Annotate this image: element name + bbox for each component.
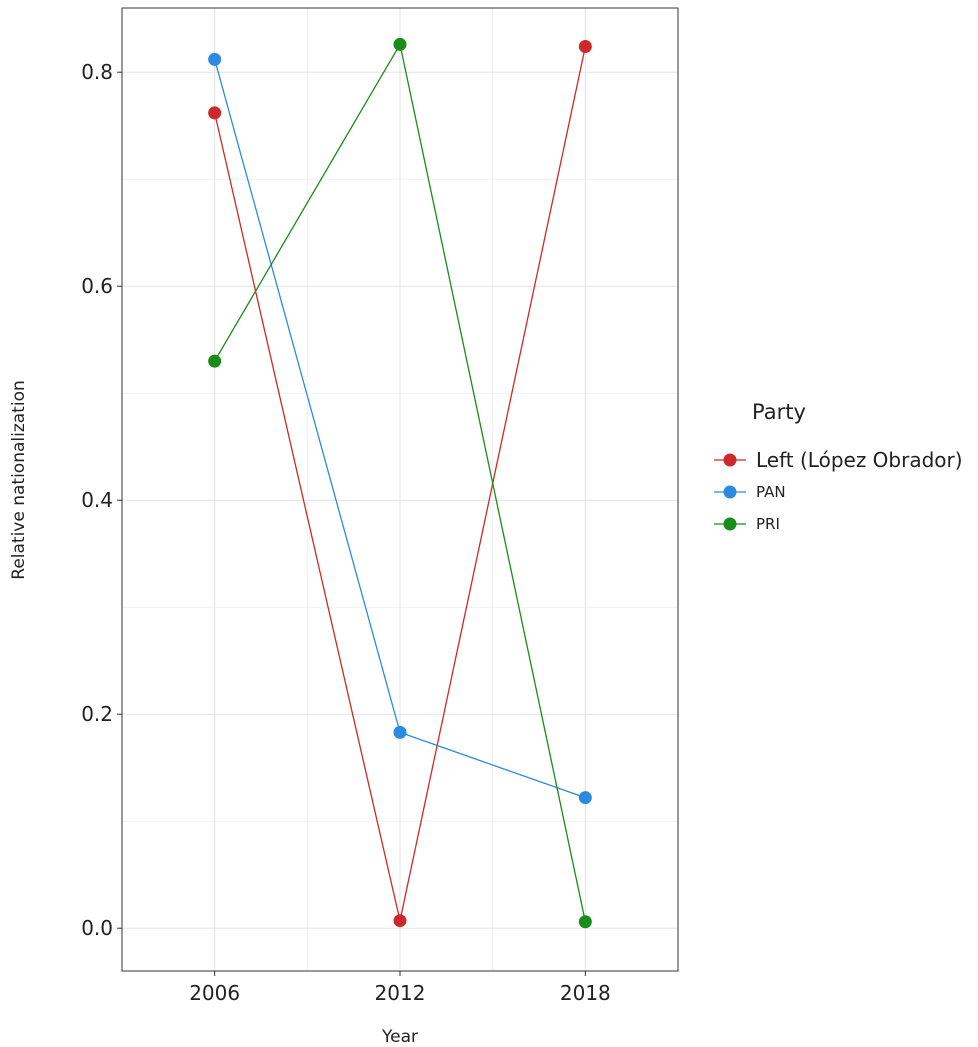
x-tick-label: 2012 (375, 981, 426, 1005)
axes: 0.0 0.2 0.4 0.6 0.8 2006 2012 2018 (81, 60, 611, 1005)
data-point-pri (208, 354, 222, 368)
y-tick-label: 0.6 (81, 274, 113, 298)
data-point-pan (578, 791, 592, 805)
legend-item-left-l-pez-obrador: Left (López Obrador) (714, 448, 963, 472)
data-point-left-l-pez-obrador (393, 914, 407, 928)
legend-label: Left (López Obrador) (756, 448, 963, 472)
legend-item-pan: PAN (714, 483, 786, 501)
legend-key-dot (723, 517, 737, 531)
data-point-pri (578, 915, 592, 929)
x-axis-title: Year (381, 1027, 418, 1047)
y-tick-label: 0.0 (81, 916, 113, 940)
x-tick-label: 2006 (189, 981, 240, 1005)
y-tick-label: 0.4 (81, 488, 113, 512)
legend-key-dot (723, 453, 737, 467)
y-tick-label: 0.8 (81, 60, 113, 84)
legend: Party Left (López Obrador) PAN PRI (714, 400, 963, 533)
legend-key-dot (723, 485, 737, 499)
x-tick-label: 2018 (560, 981, 611, 1005)
data-point-pan (208, 52, 222, 66)
data-point-left-l-pez-obrador (208, 106, 222, 120)
y-tick-label: 0.2 (81, 702, 113, 726)
series-layer (208, 37, 592, 929)
legend-item-pri: PRI (714, 515, 780, 533)
data-point-pan (393, 725, 407, 739)
legend-label: PRI (756, 515, 780, 533)
legend-label: PAN (756, 483, 786, 501)
grid (122, 8, 678, 971)
data-point-left-l-pez-obrador (578, 40, 592, 54)
legend-title: Party (752, 400, 806, 424)
data-point-pri (393, 37, 407, 51)
y-axis-title: Relative nationalization (9, 380, 29, 579)
